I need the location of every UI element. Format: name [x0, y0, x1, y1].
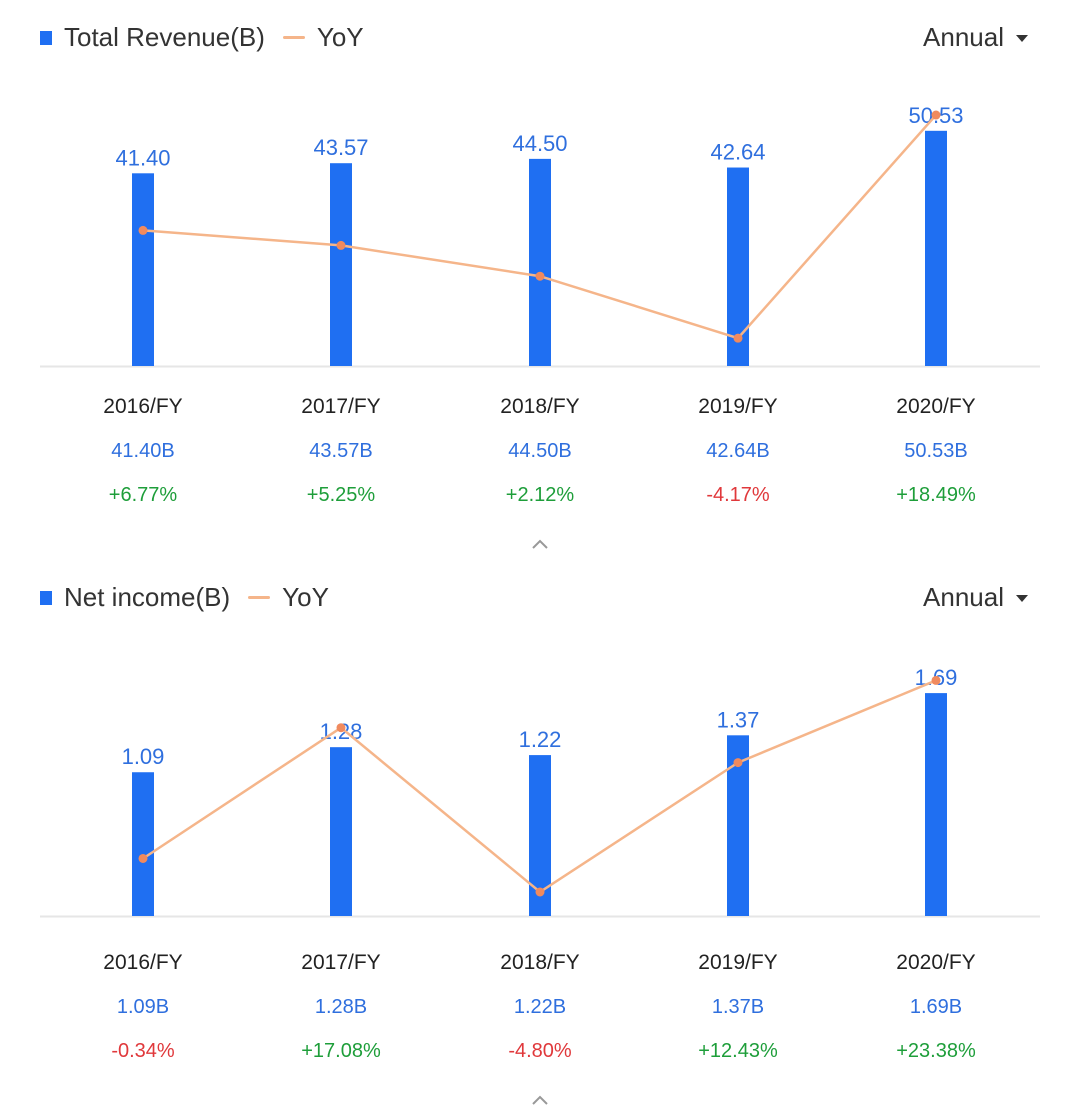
bar-net-income-5	[925, 693, 947, 916]
bar-data-label: 1.22	[519, 727, 562, 752]
line-legend-swatch	[248, 596, 271, 599]
period-label: 2019/FY	[698, 395, 778, 418]
summary-column: 2016/FY 1.09B -0.34%	[53, 948, 233, 1066]
yoy-point-5	[931, 110, 941, 120]
value-label: 42.64B	[706, 440, 770, 462]
period-label: 2019/FY	[698, 951, 778, 974]
summary-column: 2020/FY 50.53B +18.49%	[846, 392, 1026, 510]
bar-legend-swatch	[40, 590, 52, 605]
bar-net-income-3	[529, 755, 551, 916]
bar-revenue-1	[132, 173, 154, 366]
yoy-point-5	[931, 675, 941, 685]
bar-revenue-4	[727, 167, 749, 366]
revenue-period-label: Annual	[923, 22, 1004, 52]
period-label: 2020/FY	[896, 951, 976, 974]
yoy-label: -4.17%	[706, 484, 770, 506]
yoy-label: +6.77%	[108, 484, 178, 506]
period-label: 2016/FY	[103, 951, 183, 974]
yoy-point-2	[336, 240, 346, 250]
yoy-point-1	[138, 225, 148, 235]
summary-column: 2019/FY 1.37B +12.43%	[648, 948, 828, 1066]
bar-data-label: 44.50	[512, 131, 567, 156]
value-label: 43.57B	[309, 440, 373, 462]
yoy-label: +17.08%	[301, 1040, 381, 1062]
value-label: 44.50B	[508, 440, 572, 462]
period-label: 2018/FY	[500, 951, 580, 974]
revenue-panel: Total Revenue(B) YoY Annual 41.40 43.57 44…	[40, 22, 1040, 554]
summary-column: 2017/FY 43.57B +5.25%	[251, 392, 431, 510]
yoy-label: -4.80%	[508, 1040, 572, 1062]
period-label: 2017/FY	[301, 951, 381, 974]
period-label: 2018/FY	[500, 395, 580, 418]
yoy-label: +23.38%	[896, 1040, 976, 1062]
yoy-point-4	[733, 333, 743, 343]
net-income-legend-bar-label: Net income(B)	[64, 582, 231, 612]
value-label: 1.28B	[314, 996, 368, 1018]
bar-data-label: 42.64	[710, 140, 765, 165]
bar-net-income-4	[727, 735, 749, 916]
period-label: 2020/FY	[896, 395, 976, 418]
revenue-period-dropdown[interactable]: Annual	[923, 22, 1028, 53]
yoy-label: +18.49%	[896, 484, 976, 506]
bar-legend-swatch	[40, 30, 52, 45]
value-label: 1.69B	[909, 996, 963, 1018]
bar-data-label: 41.40	[115, 145, 170, 170]
bar-data-label: 43.57	[313, 135, 368, 160]
net-income-legend-line-label: YoY	[282, 582, 329, 612]
value-label: 1.09B	[116, 996, 170, 1018]
yoy-point-1	[138, 853, 148, 863]
summary-column: 2016/FY 41.40B +6.77%	[53, 392, 233, 510]
net-income-period-dropdown[interactable]: Annual	[923, 582, 1028, 613]
net-income-panel: Net income(B) YoY Annual 1.091.281.221.3…	[0, 560, 1080, 1110]
chevron-up-icon[interactable]	[530, 1090, 550, 1110]
net-income-chart: 1.091.281.221.371.69	[40, 665, 1040, 918]
bar-net-income-2	[330, 747, 352, 916]
revenue-legend-line-label: YoY	[316, 22, 364, 52]
chevron-up-icon[interactable]	[530, 534, 550, 554]
summary-column: 2019/FY 42.64B -4.17%	[648, 392, 828, 510]
line-legend-swatch	[282, 36, 305, 39]
yoy-point-4	[733, 758, 743, 768]
summary-column: 2018/FY 1.22B -4.80%	[450, 948, 630, 1066]
period-label: 2016/FY	[103, 395, 183, 418]
bar-data-label: 1.09	[122, 744, 165, 769]
revenue-legend: Total Revenue(B) YoY	[40, 22, 364, 53]
net-income-legend: Net income(B) YoY	[40, 582, 329, 613]
yoy-point-2	[336, 723, 346, 733]
period-label: 2017/FY	[301, 395, 381, 418]
bar-net-income-1	[132, 772, 154, 916]
yoy-label: +2.12%	[505, 484, 575, 506]
yoy-point-3	[535, 271, 545, 281]
yoy-label: -0.34%	[111, 1040, 175, 1062]
caret-down-icon	[1016, 35, 1028, 42]
bar-revenue-2	[330, 163, 352, 366]
value-label: 41.40B	[111, 440, 175, 462]
bar-revenue-5	[925, 130, 947, 366]
revenue-legend-bar-label: Total Revenue(B)	[64, 22, 265, 52]
bar-revenue-3	[529, 158, 551, 366]
caret-down-icon	[1016, 595, 1028, 602]
bar-data-label: 1.37	[717, 707, 760, 732]
yoy-point-3	[535, 887, 545, 897]
yoy-label: +5.25%	[306, 484, 376, 506]
summary-column: 2017/FY 1.28B +17.08%	[251, 948, 431, 1066]
summary-column: 2020/FY 1.69B +23.38%	[846, 948, 1026, 1066]
net-income-period-label: Annual	[923, 582, 1004, 612]
value-label: 1.22B	[513, 996, 567, 1018]
summary-column: 2018/FY 44.50B +2.12%	[450, 392, 630, 510]
value-label: 50.53B	[904, 440, 968, 462]
value-label: 1.37B	[711, 996, 765, 1018]
yoy-label: +12.43%	[698, 1040, 778, 1062]
